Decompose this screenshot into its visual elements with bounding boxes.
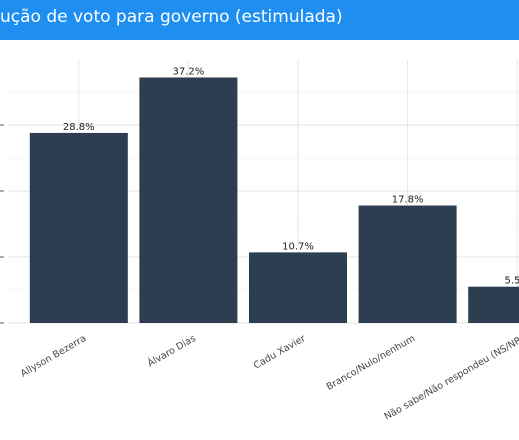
x-tick-label: Branco/Nulo/nenhum bbox=[325, 333, 418, 393]
chart-title: ução de voto para governo (estimulada) bbox=[0, 7, 343, 27]
x-tick-label: Allyson Bezerra bbox=[19, 333, 88, 379]
bar bbox=[139, 77, 238, 323]
bar-value-label: 28.8% bbox=[63, 122, 95, 133]
bar bbox=[468, 286, 519, 323]
bar-value-label: 37.2% bbox=[173, 66, 205, 77]
bar bbox=[249, 252, 347, 323]
bar-value-label: 10.7% bbox=[282, 241, 314, 252]
x-tick-label: Cadu Xavier bbox=[252, 333, 308, 372]
x-tick-label: Álvaro Dias bbox=[145, 332, 198, 369]
header-bar: ução de voto para governo (estimulada) bbox=[0, 0, 519, 40]
bar-value-label: 5.5% bbox=[504, 276, 519, 287]
bar-value-label: 17.8% bbox=[392, 195, 424, 206]
bar bbox=[358, 205, 457, 323]
bar bbox=[29, 132, 128, 323]
